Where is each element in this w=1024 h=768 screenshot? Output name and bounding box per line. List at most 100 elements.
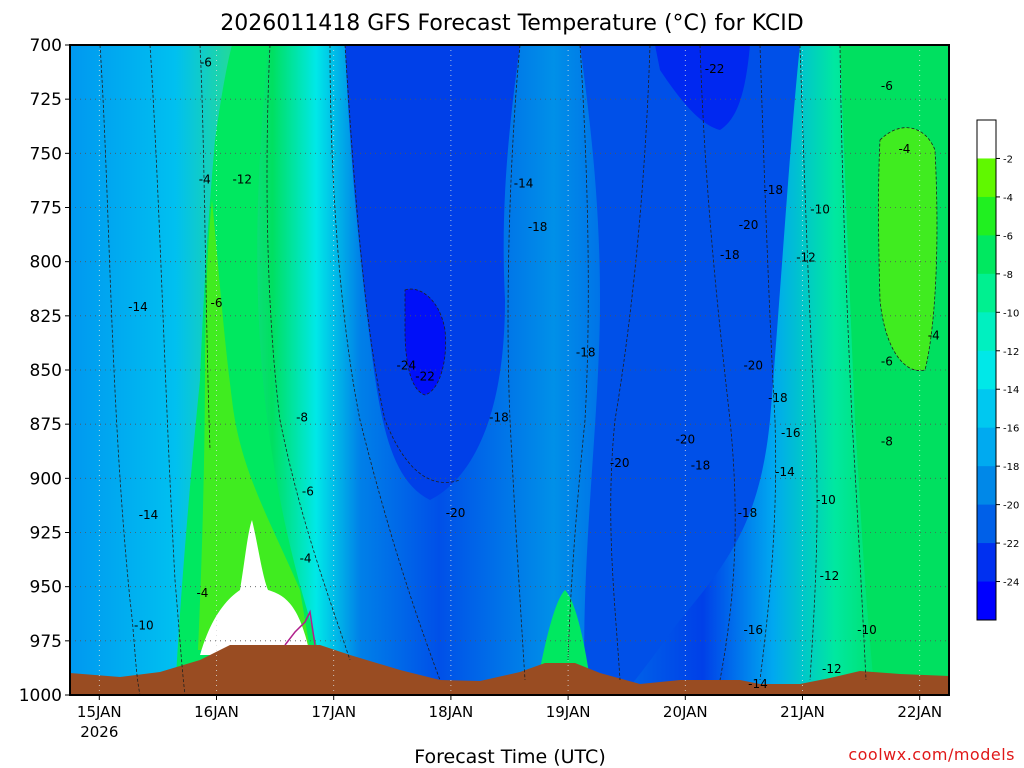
warm-core-22jan [878,127,937,371]
contour-label: -20 [743,359,763,373]
colorbar-band [977,581,996,621]
x-axis-label: Forecast Time (UTC) [414,746,605,768]
contour-label: -12 [232,172,252,186]
contour-label: -4 [199,172,211,186]
colorbar-tick-label: -4 [1003,193,1013,204]
colorbar-band [977,120,996,159]
freezing-line [284,609,316,646]
colorbar-band [977,504,996,544]
contour-label: -18 [720,248,740,262]
above-freezing-region [200,520,310,655]
contour-lines [99,45,938,695]
y-tick-label: 725 [30,90,62,110]
plot-area: -6-4 -12-14 -6-8-6-4-4-10-14-24-22-20-18-1… [70,45,949,695]
contour-label: -8 [881,435,893,449]
x-tick-label: 22JAN [897,703,942,721]
colorbar-tick-label: -10 [1003,308,1019,319]
contour-label: -24 [397,359,417,373]
contour-label: -4 [300,552,312,566]
contour-label: -12 [820,569,840,583]
contour-label: -18 [763,183,783,197]
y-tick-label: 775 [30,199,62,219]
contour-label: -14 [775,465,795,479]
colorbar-band [977,389,996,429]
colorbar: -24 -22 -20 -18 -16 -14 -12 -10 -8 -6 -4 -2 [976,119,1019,621]
contour-label: -10 [810,203,830,217]
x-tick-label: 16JAN [194,703,239,721]
x-tick-label: 19JAN [546,703,591,721]
warm-core-16jan [198,200,310,650]
x-axis: 15JAN 2026 16JAN 17JAN 18JAN 19JAN 20JAN 21JAN 2… [77,695,942,741]
credit-text: coolwx.com/models [848,745,1015,764]
contour-label: -18 [528,220,548,234]
y-tick-label: 825 [30,307,62,327]
colorbar-tick-label: -6 [1003,231,1013,242]
contour-label: -4 [898,142,910,156]
contour-label: -14 [139,508,159,522]
contour-label: -10 [134,619,154,633]
contour-label: -14 [128,300,148,314]
contour-label: -18 [768,391,788,405]
contour-label: -4 [196,586,208,600]
x-tick-label: 18JAN [429,703,474,721]
colorbar-band [977,196,996,236]
y-tick-label: 875 [30,415,62,435]
colorbar-band [977,235,996,275]
y-axis: 700 725 750 775 800 825 850 875 900 925 950 975 1000 [19,36,70,706]
x-tick-year-label: 2026 [80,723,118,741]
contour-label: -6 [881,354,893,368]
colorbar-tick-label: -14 [1003,385,1019,396]
contour-label: -6 [211,296,223,310]
contour-label: -12 [796,250,816,264]
contour-label: -18 [738,506,758,520]
contour-label: -6 [200,55,212,69]
colorbar-tick-label: -16 [1003,424,1019,435]
y-tick-label: 700 [30,36,62,56]
colorbar-tick-label: -24 [1003,578,1019,589]
y-tick-label: 975 [30,632,62,652]
colorbar-band [977,312,996,352]
colorbar-band [977,273,996,313]
contour-label: -14 [514,177,534,191]
x-tick-label: 15JAN [77,703,122,721]
contour-labels: -6-4 -12-14 -6-8-6-4-4-10-14-24-22-20-18-1… [128,55,940,691]
colorbar-band [977,543,996,583]
colorbar-frame [976,119,997,621]
contour-label: -16 [781,426,801,440]
colorbar-band [977,427,996,467]
contour-label: -12 [822,662,842,676]
cold-core-20jan [655,45,750,130]
colorbar-tick-label: -8 [1003,270,1013,281]
y-tick-label: 925 [30,524,62,544]
colorbar-band [977,158,996,198]
contour-label: -18 [489,411,509,425]
contour-label: -14 [748,677,768,691]
contour-label: -4 [928,328,940,342]
colorbar-band [977,350,996,390]
x-tick-label: 21JAN [780,703,825,721]
chart-title: 2026011418 GFS Forecast Temperature (°C)… [220,11,803,36]
y-tick-label: 850 [30,361,62,381]
contour-label: -10 [857,623,877,637]
x-tick-label: 20JAN [663,703,708,721]
x-tick-label: 17JAN [311,703,356,721]
contour-label: -6 [881,79,893,93]
y-tick-label: 900 [30,469,62,489]
surface-terrain [70,645,949,695]
contour-label: -8 [296,411,308,425]
cold-core-17jan [345,45,520,500]
contour-label: -18 [576,346,596,360]
contour-label: -20 [739,218,759,232]
contour-label: -6 [302,484,314,498]
contour-label: -20 [446,506,466,520]
contour-label: -22 [705,62,725,76]
grid [70,45,949,695]
contour-label: -18 [691,458,711,472]
contour-label: -22 [415,370,435,384]
contour-label: -20 [610,456,630,470]
y-tick-label: 750 [30,144,62,164]
colorbar-band [977,466,996,506]
colorbar-tick-label: -2 [1003,154,1013,165]
y-tick-label: 950 [30,578,62,598]
